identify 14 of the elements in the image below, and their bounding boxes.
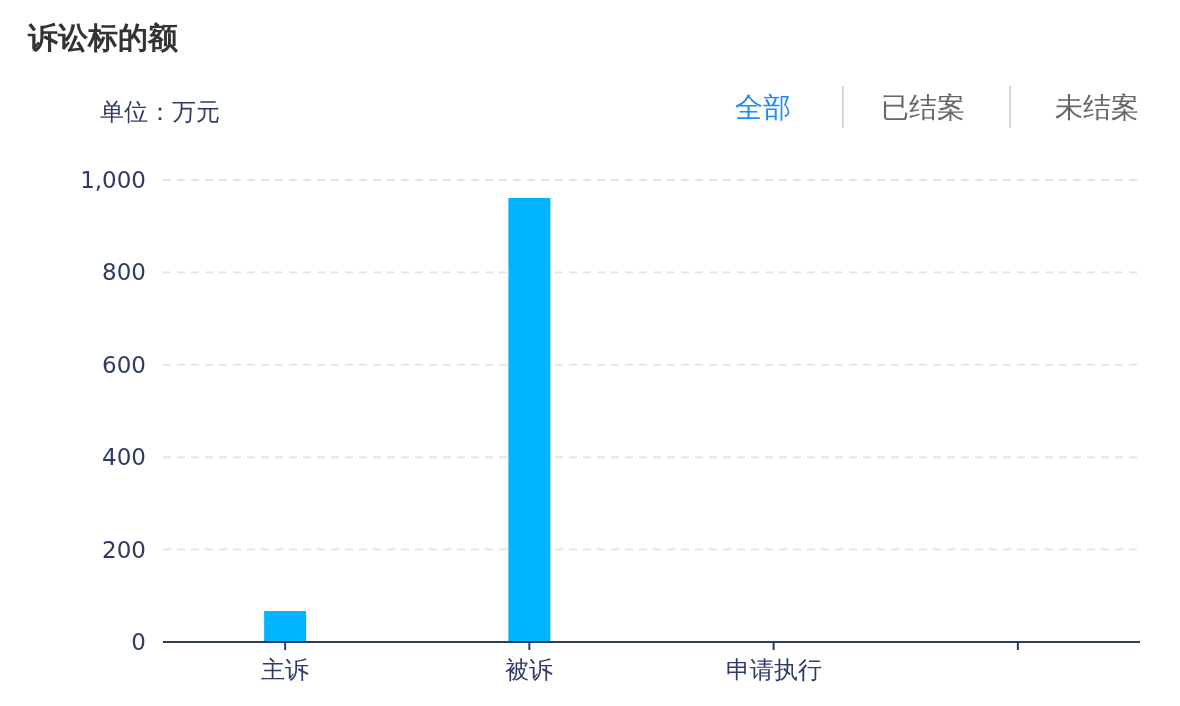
- y-axis-title: 单位：万元: [100, 98, 220, 126]
- chart-title: 诉讼标的额: [27, 20, 178, 55]
- x-tick-label: 申请执行: [725, 656, 822, 684]
- x-tick-label: 主诉: [261, 656, 310, 684]
- text: 未结案: [1055, 91, 1139, 124]
- y-tick-label: 200: [102, 536, 146, 563]
- y-tick-label: 800: [102, 259, 146, 286]
- x-tick-label: 被诉: [505, 656, 554, 684]
- text: 全部: [735, 91, 791, 124]
- y-tick-label: 400: [102, 444, 146, 471]
- text: 已结案: [881, 91, 965, 124]
- y-tick-label: 1,000: [80, 167, 146, 193]
- y-tick-label: 0: [131, 629, 146, 655]
- y-tick-label: 600: [102, 351, 146, 378]
